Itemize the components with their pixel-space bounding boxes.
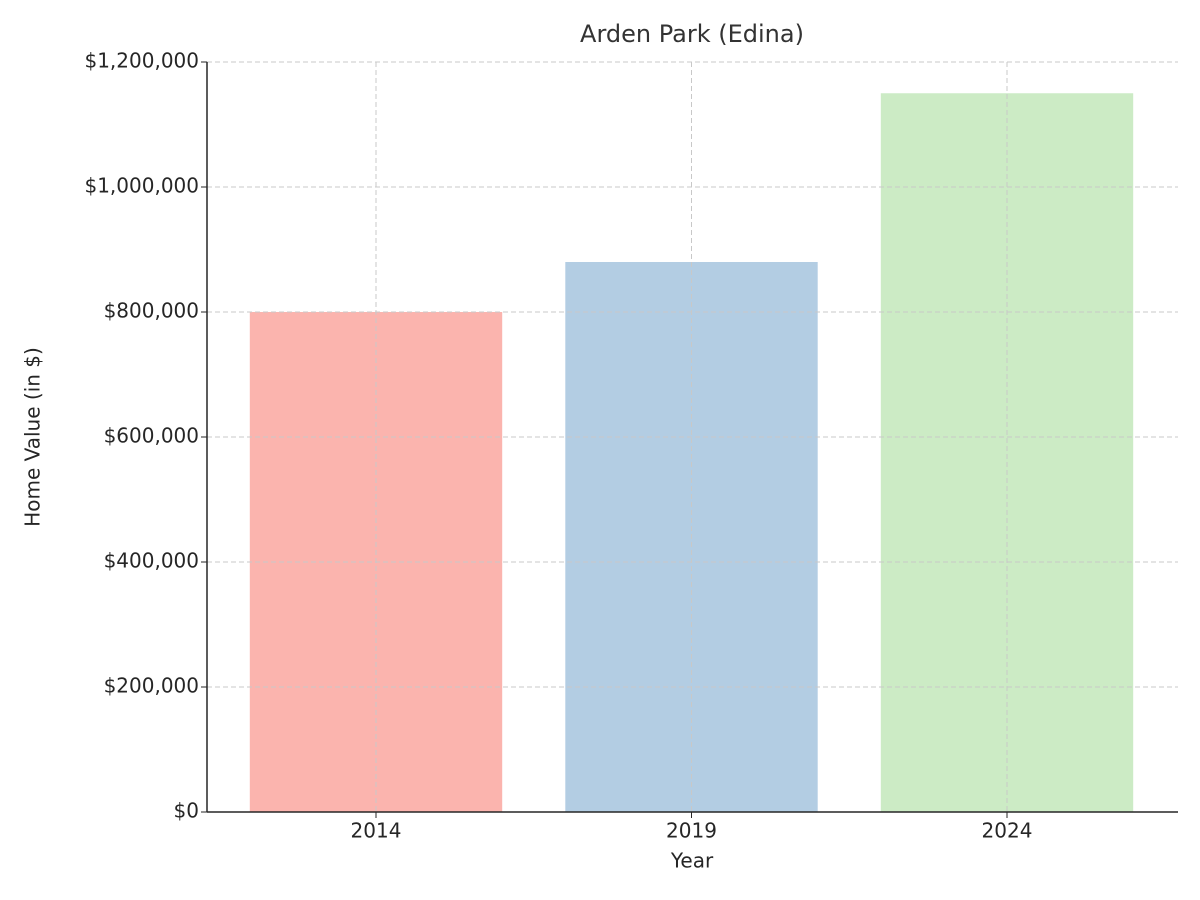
chart-title: Arden Park (Edina): [580, 20, 804, 48]
x-tick-label: 2019: [666, 819, 717, 843]
y-tick-label: $600,000: [104, 424, 199, 448]
y-tick-label: $1,000,000: [84, 174, 199, 198]
bar: [880, 93, 1134, 812]
y-tick-label: $800,000: [104, 299, 199, 323]
x-tick-label: 2024: [982, 819, 1033, 843]
y-tick-label: $1,200,000: [84, 49, 199, 73]
x-axis-label: Year: [670, 849, 714, 873]
x-tick-label: 2014: [351, 819, 402, 843]
y-tick-label: $400,000: [104, 549, 199, 573]
y-tick-label: $0: [174, 799, 199, 823]
y-tick-label: $200,000: [104, 674, 199, 698]
y-axis-label: Home Value (in $): [21, 347, 45, 527]
